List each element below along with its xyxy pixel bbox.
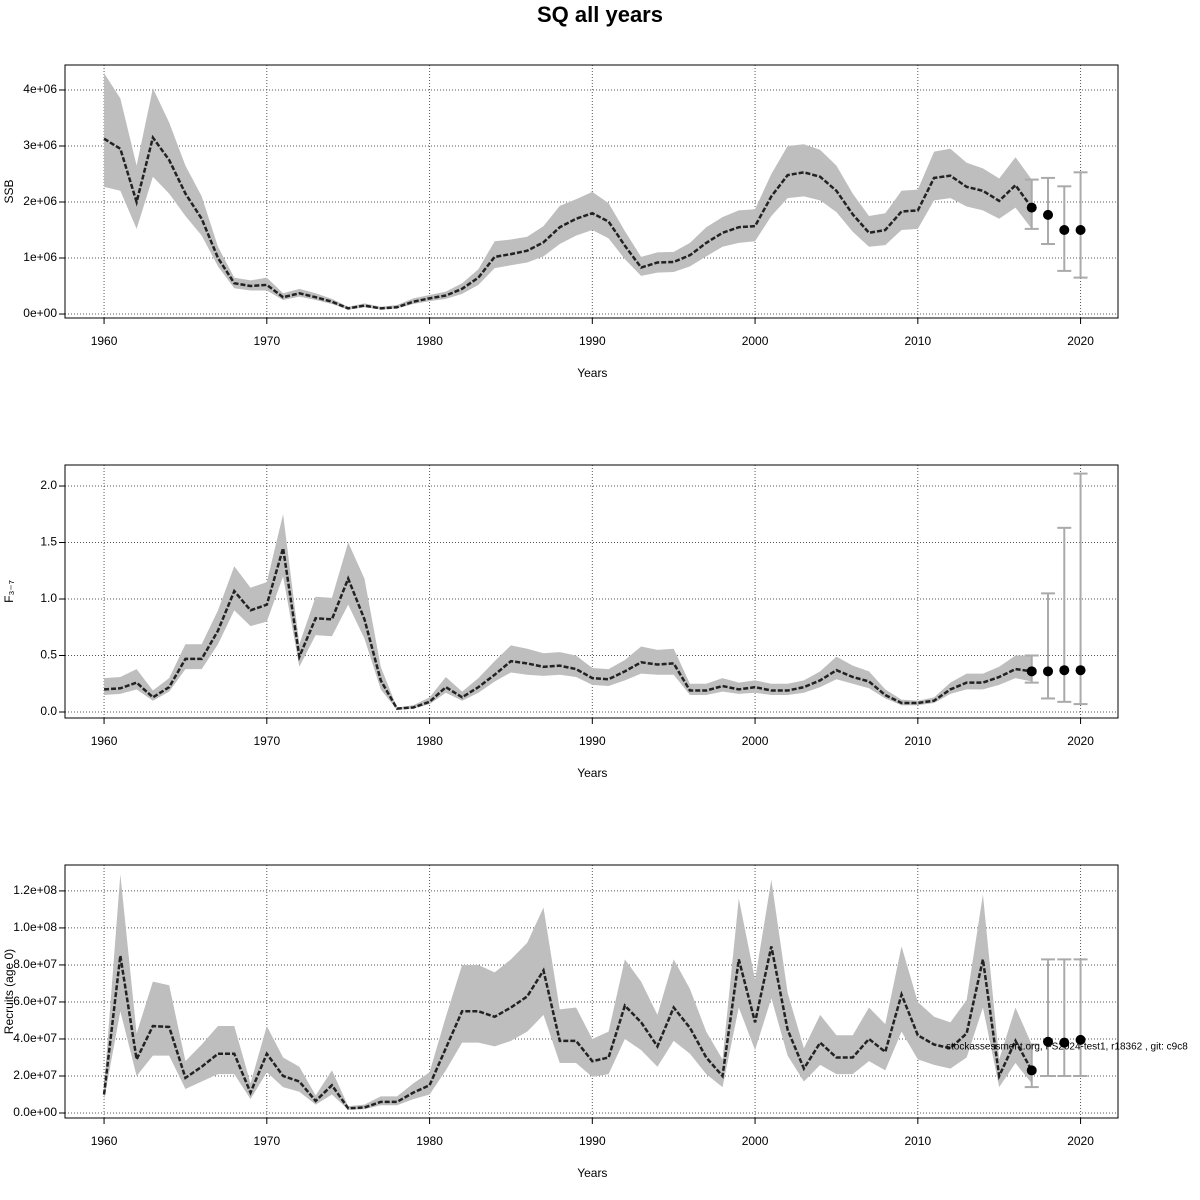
x-tick-label: 2020 — [1067, 334, 1094, 348]
forecast-point — [1026, 666, 1037, 677]
confidence-band — [104, 874, 1032, 1110]
y-tick-label: 4.0e+07 — [13, 1031, 57, 1045]
y-tick-label: 2.0 — [40, 478, 57, 492]
y-tick-label: 0.5 — [40, 648, 57, 662]
y-tick-label: 6.0e+07 — [13, 994, 57, 1008]
y-tick-label: 4e+06 — [23, 82, 57, 96]
x-axis-label: Years — [577, 366, 607, 380]
forecast-point — [1059, 1037, 1070, 1048]
forecast-point — [1026, 202, 1037, 213]
forecast-point — [1075, 225, 1086, 236]
x-tick-label: 1960 — [91, 734, 118, 748]
y-tick-label: 0.0 — [40, 704, 57, 718]
annotation: stockassessment.org, FS2024-test1, r1836… — [946, 1042, 1188, 1053]
forecast-point — [1059, 225, 1070, 236]
plot-frame — [64, 464, 1119, 719]
y-tick-label: 1e+06 — [23, 250, 57, 264]
forecast-point — [1026, 1065, 1037, 1076]
plot-frame — [64, 64, 1119, 319]
x-tick-label: 2000 — [742, 734, 769, 748]
y-axis-label: Recruits (age 0) — [2, 949, 16, 1034]
x-tick-label: 1960 — [91, 1134, 118, 1148]
y-tick-label: 2.0e+07 — [13, 1068, 57, 1082]
x-tick-label: 1980 — [416, 734, 443, 748]
x-tick-label: 1960 — [91, 334, 118, 348]
y-tick-label: 1.0e+08 — [13, 920, 57, 934]
plot-frame — [64, 864, 1119, 1119]
x-tick-label: 2020 — [1067, 1134, 1094, 1148]
x-tick-label: 1980 — [416, 334, 443, 348]
y-tick-label: 1.0 — [40, 591, 57, 605]
forecast-point — [1043, 209, 1054, 220]
y-tick-label: 3e+06 — [23, 138, 57, 152]
estimate-line — [103, 547, 1032, 710]
y-axis-label: SSB — [2, 179, 16, 203]
y-tick-label: 0.0e+00 — [13, 1105, 57, 1119]
x-tick-label: 1970 — [253, 734, 280, 748]
x-tick-label: 2000 — [742, 334, 769, 348]
forecast-point — [1059, 665, 1070, 676]
x-tick-label: 1970 — [253, 334, 280, 348]
x-tick-label: 2010 — [904, 334, 931, 348]
forecast-point — [1075, 665, 1086, 676]
y-tick-label: 0e+00 — [23, 306, 57, 320]
x-tick-label: 1980 — [416, 1134, 443, 1148]
x-tick-label: 1990 — [579, 734, 606, 748]
x-tick-label: 2020 — [1067, 734, 1094, 748]
x-axis-label: Years — [577, 766, 607, 780]
forecast-point — [1075, 1034, 1086, 1045]
y-tick-label: 2e+06 — [23, 194, 57, 208]
x-tick-label: 2010 — [904, 734, 931, 748]
forecast-point — [1043, 666, 1054, 677]
confidence-band — [104, 514, 1032, 710]
x-tick-label: 2010 — [904, 1134, 931, 1148]
y-axis-label: F₃₋₇ — [2, 580, 16, 603]
forecast-point — [1043, 1036, 1054, 1047]
confidence-band — [104, 73, 1032, 310]
estimate-line — [103, 134, 1033, 310]
figure-title: SQ all years — [537, 2, 663, 27]
y-tick-label: 8.0e+07 — [13, 957, 57, 971]
y-tick-label: 1.5 — [40, 535, 57, 549]
x-tick-label: 2000 — [742, 1134, 769, 1148]
x-tick-label: 1970 — [253, 1134, 280, 1148]
estimate-line — [102, 946, 1033, 1110]
x-axis-label: Years — [577, 1166, 607, 1180]
y-tick-label: 1.2e+08 — [13, 883, 57, 897]
x-tick-label: 1990 — [579, 1134, 606, 1148]
x-tick-label: 1990 — [579, 334, 606, 348]
